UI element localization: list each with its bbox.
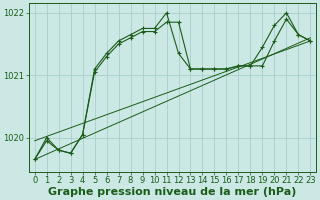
X-axis label: Graphe pression niveau de la mer (hPa): Graphe pression niveau de la mer (hPa) bbox=[48, 187, 297, 197]
